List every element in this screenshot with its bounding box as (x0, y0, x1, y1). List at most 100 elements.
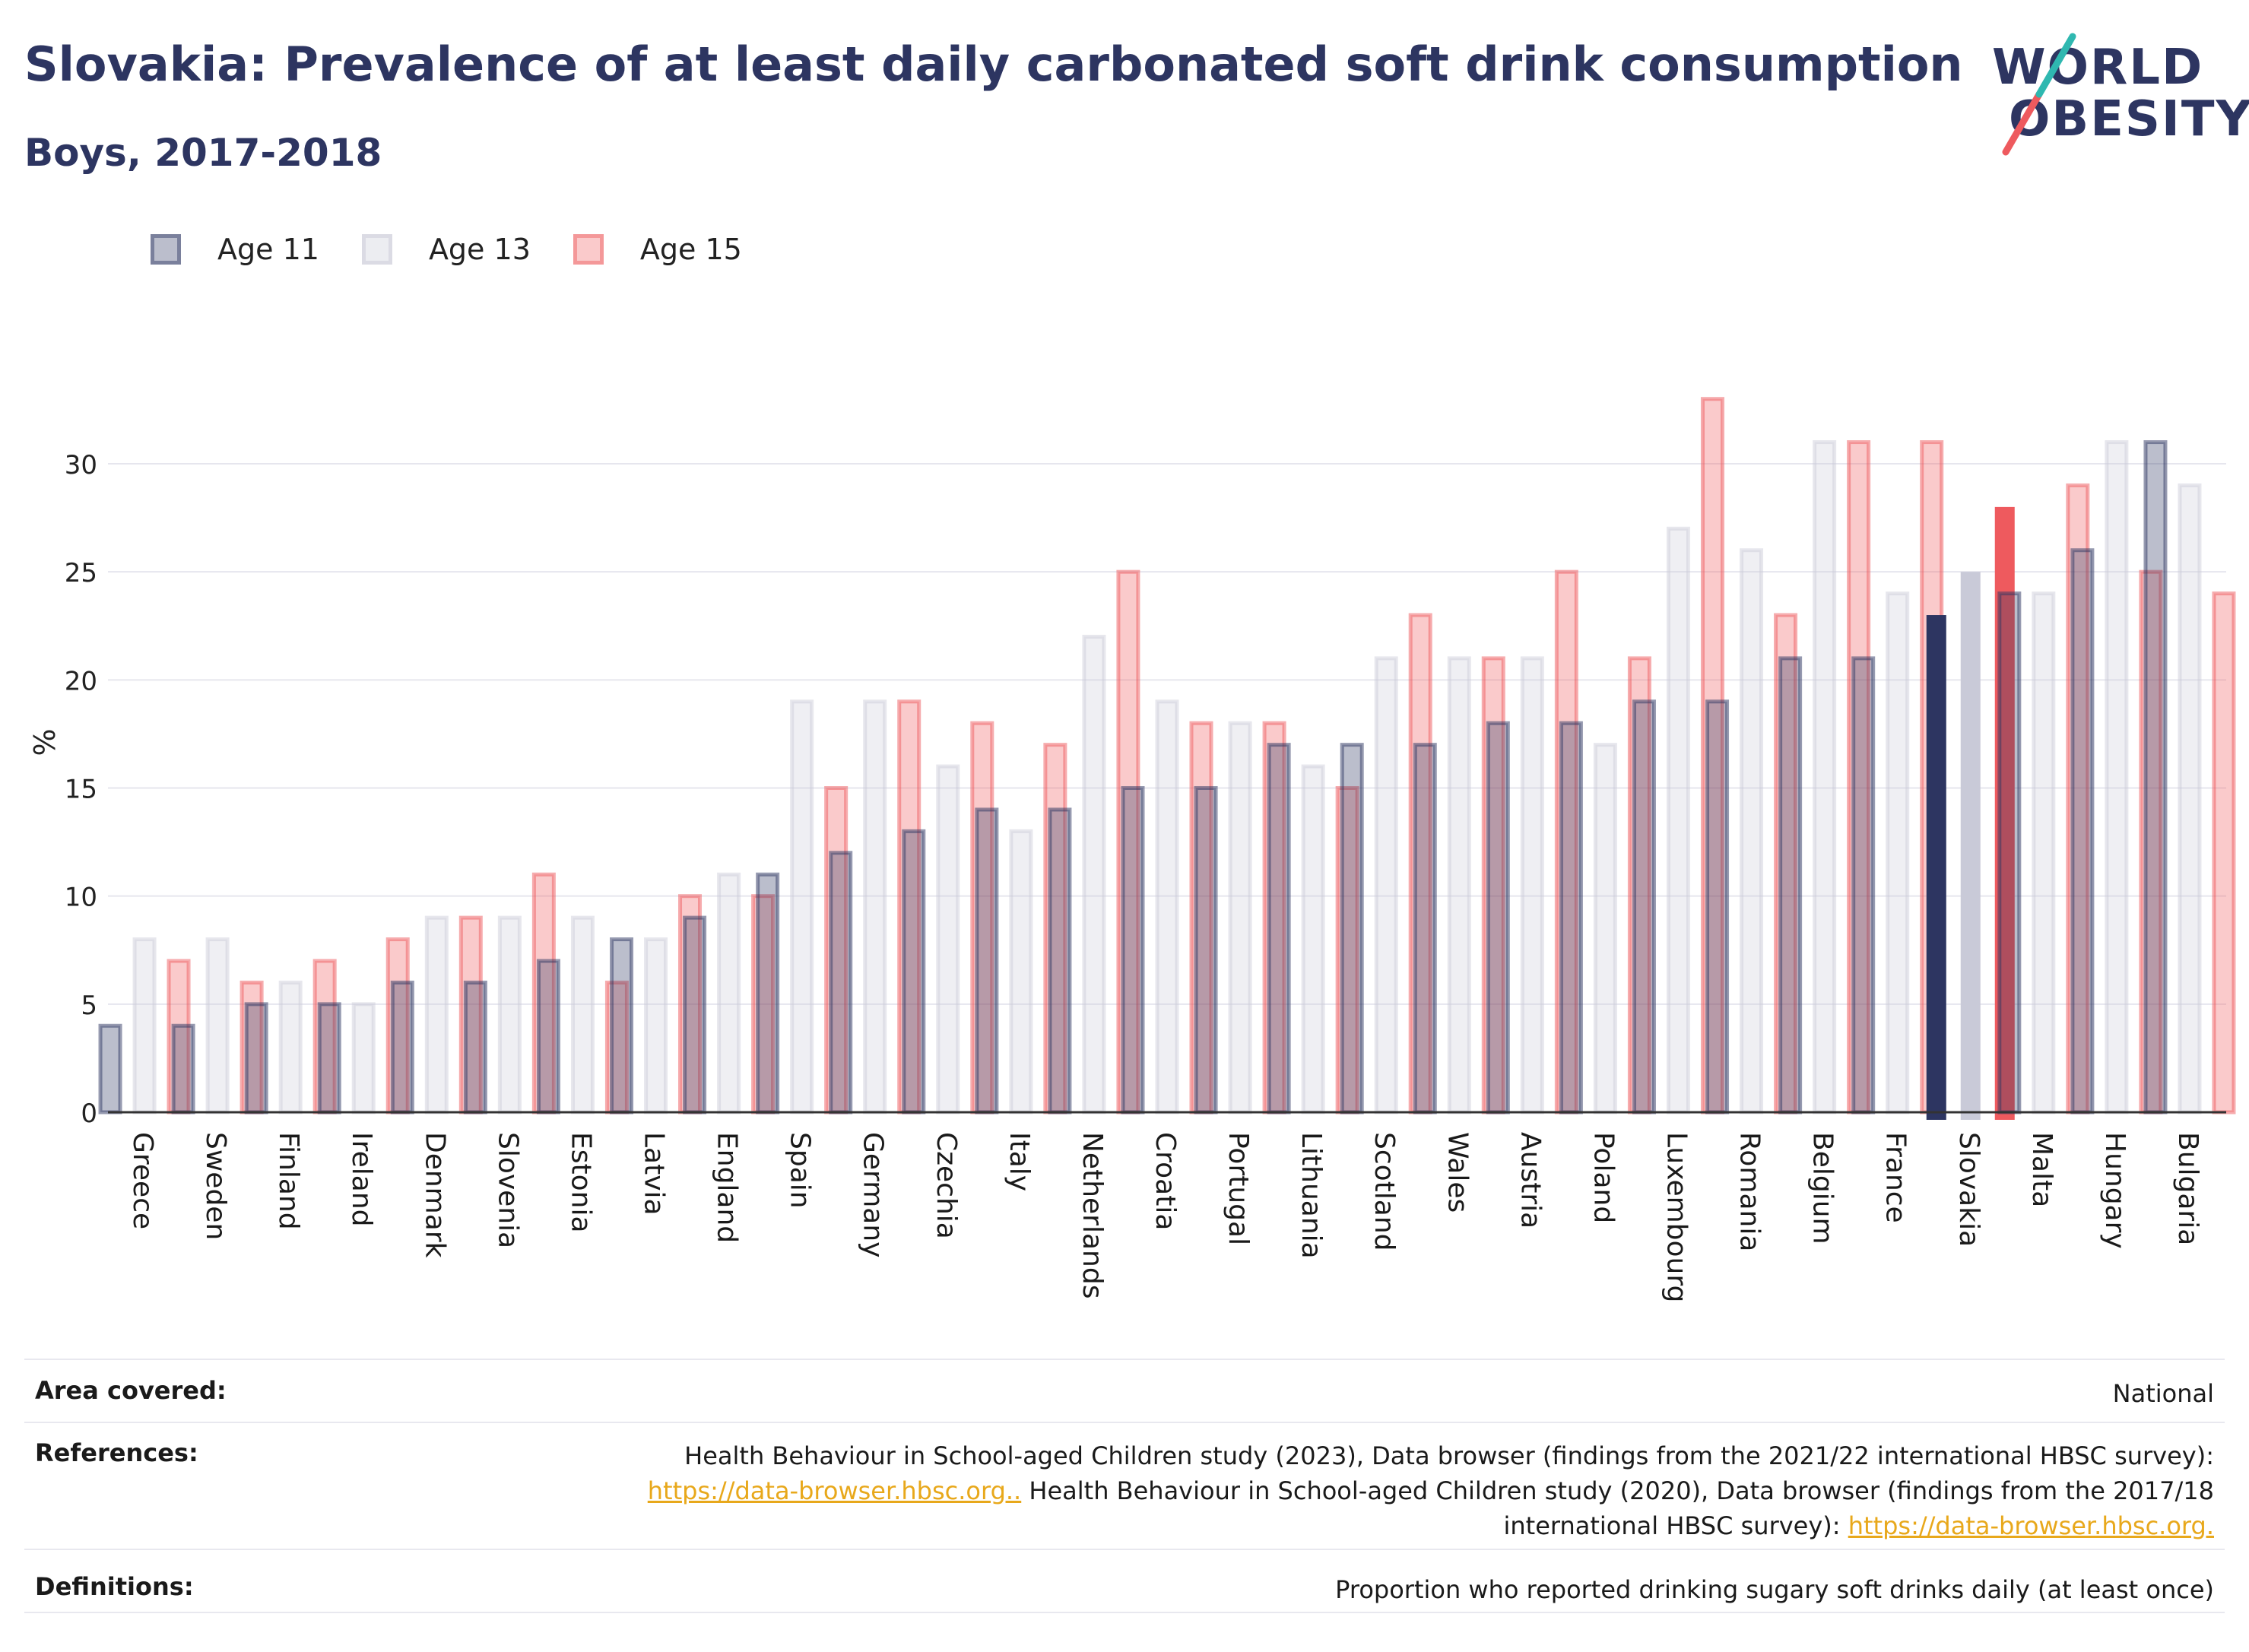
bar-age-11 (1705, 699, 1730, 1115)
bar-age-11 (1121, 786, 1145, 1115)
legend-swatch-age-15 (573, 234, 604, 265)
bar-age-11 (317, 1002, 341, 1115)
x-tick-label: Greece (127, 1132, 158, 1229)
divider (24, 1359, 2225, 1360)
x-tick-label: Luxembourg (1661, 1132, 1692, 1302)
bar-age-11 (2070, 548, 2095, 1115)
bar-age-11 (463, 980, 487, 1115)
bar-age-13 (351, 1002, 376, 1115)
x-tick-label: Hungary (2099, 1132, 2130, 1249)
x-tick-label: Portugal (1223, 1132, 1254, 1245)
bar-age-15 (2212, 591, 2236, 1115)
bar-age-11 (1194, 786, 1218, 1115)
legend-item-age-13[interactable]: Age 13 (361, 233, 531, 266)
legend-label-age-13: Age 13 (428, 233, 531, 266)
bar-age-13 (863, 699, 887, 1115)
x-tick-label: France (1880, 1132, 1911, 1223)
bar-age-13 (1813, 440, 1837, 1115)
bar-age-13 (2178, 483, 2202, 1115)
x-tick-label: Wales (1442, 1132, 1473, 1213)
logo-line-1: WORLD (1992, 40, 2204, 96)
y-tick-label: 20 (65, 666, 97, 696)
y-tick-label: 15 (65, 775, 97, 805)
x-tick-label: Germany (858, 1132, 889, 1257)
reference-link-2[interactable]: https://data-browser.hbsc.org. (1848, 1511, 2214, 1540)
bar-age-11 (1486, 721, 1510, 1115)
y-tick-label: 5 (81, 991, 97, 1021)
bar-age-13 (1593, 743, 1617, 1115)
legend-item-age-11[interactable]: Age 11 (151, 233, 319, 266)
definitions-label: Definitions: (35, 1572, 194, 1601)
x-tick-label: England (712, 1132, 743, 1243)
bar-age-13 (1228, 721, 1252, 1115)
x-tick-label: Denmark (419, 1132, 450, 1258)
chart-title: Slovakia: Prevalence of at least daily c… (24, 36, 1963, 92)
bar-age-11 (536, 959, 560, 1115)
bar-age-11 (98, 1023, 122, 1115)
bar-age-11 (171, 1023, 195, 1115)
bar-age-13 (2032, 591, 2056, 1115)
bar-age-13 (205, 937, 230, 1115)
bar-age-11 (390, 980, 414, 1115)
x-tick-label: Belgium (1807, 1132, 1838, 1245)
x-tick-label: Austria (1515, 1132, 1546, 1229)
bar-age-13 (790, 699, 814, 1115)
legend-swatch-age-13 (361, 234, 392, 265)
y-tick-label: 30 (65, 450, 97, 480)
legend-item-age-15[interactable]: Age 15 (573, 233, 742, 266)
bar-age-13 (1082, 634, 1106, 1115)
x-tick-label: Slovakia (1953, 1132, 1984, 1247)
x-tick-label: Latvia (639, 1132, 670, 1216)
bar-age-13 (278, 980, 303, 1115)
bar-age-11 (975, 807, 999, 1115)
bar-age-13 (570, 915, 595, 1115)
references-label: References: (35, 1438, 198, 1467)
divider (24, 1612, 2225, 1613)
bar-age-13 (132, 937, 157, 1115)
reference-text-2: Health Behaviour in School-aged Children… (1021, 1476, 2214, 1505)
bar-age-11 (610, 937, 634, 1115)
bar-age-13 (1520, 656, 1544, 1115)
x-tick-label: Poland (1588, 1132, 1619, 1223)
reference-link-1[interactable]: https://data-browser.hbsc.org.. (647, 1476, 1022, 1505)
x-tick-label: Ireland (346, 1132, 377, 1227)
divider (24, 1549, 2225, 1550)
x-tick-label: Scotland (1369, 1132, 1400, 1251)
logo-slash-icon (2002, 33, 2076, 156)
bar-age-11 (1048, 807, 1072, 1115)
bar-age-13 (497, 915, 522, 1115)
bar-age-11 (829, 851, 853, 1115)
bar-age-11 (1559, 721, 1583, 1115)
y-tick-label: 0 (81, 1099, 97, 1129)
x-tick-label: Finland (273, 1132, 304, 1230)
bar-age-13 (936, 764, 960, 1115)
bar-age-11 (1997, 591, 2022, 1115)
world-obesity-logo: WORLD OBESITY (1992, 30, 2249, 160)
x-tick-label: Romania (1734, 1132, 1765, 1251)
bar-age-11 (1778, 656, 1803, 1115)
area-covered-label: Area covered: (35, 1376, 227, 1405)
bar-age-13 (1447, 656, 1471, 1115)
bar-age-13 (1740, 548, 1764, 1115)
bar-age-13 (1374, 656, 1398, 1115)
bar-age-11 (2143, 440, 2168, 1115)
bar-age-11 (1851, 656, 1876, 1115)
bar-age-11 (1926, 615, 1946, 1120)
reference-text-3: international HBSC survey): (1503, 1511, 1848, 1540)
bar-age-13 (424, 915, 449, 1115)
y-axis-label: % (28, 728, 62, 756)
logo-line-2: OBESITY (2009, 91, 2249, 147)
x-tick-label: Malta (2026, 1132, 2057, 1207)
bar-age-11 (683, 915, 707, 1115)
y-tick-label: 25 (65, 558, 97, 588)
references-text: Health Behaviour in School-aged Children… (465, 1438, 2214, 1543)
bar-age-13 (1886, 591, 1910, 1115)
legend-label-age-15: Age 15 (639, 233, 742, 266)
bar-age-13 (644, 937, 668, 1115)
bar-age-13 (1301, 764, 1325, 1115)
bar-age-11 (1632, 699, 1656, 1115)
legend-swatch-age-11 (151, 234, 181, 265)
chart-legend: Age 11 Age 13 Age 15 (151, 227, 785, 272)
x-tick-label: Italy (1004, 1132, 1035, 1191)
reference-text-1: Health Behaviour in School-aged Children… (684, 1441, 2214, 1470)
